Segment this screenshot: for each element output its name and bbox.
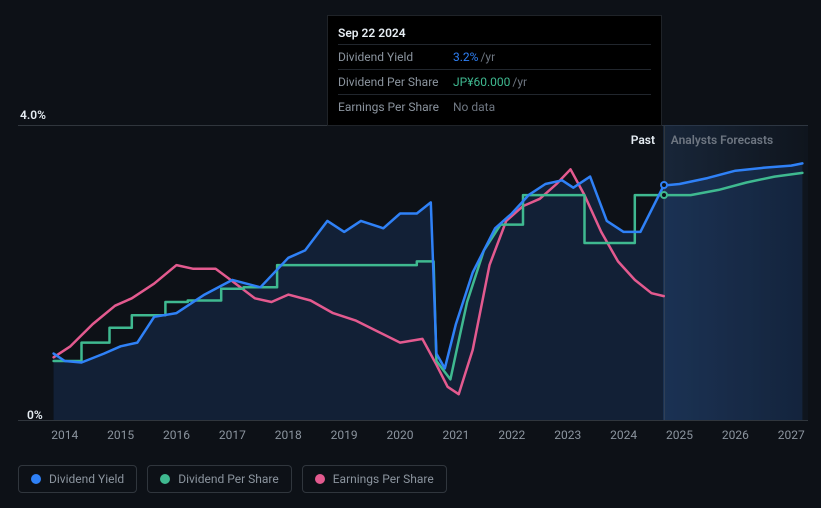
series-marker [660, 181, 668, 189]
x-tick-label: 2025 [666, 428, 693, 442]
tooltip-row-value: No data [453, 100, 495, 114]
x-tick-label: 2022 [498, 428, 525, 442]
legend-swatch-icon [315, 474, 325, 484]
tooltip-row-label: Earnings Per Share [338, 100, 453, 114]
x-tick-label: 2017 [219, 428, 246, 442]
plot-area[interactable]: Past Analysts Forecasts [48, 125, 808, 420]
legend-swatch-icon [160, 474, 170, 484]
tooltip-date: Sep 22 2024 [338, 22, 651, 45]
tooltip-row-label: Dividend Yield [338, 50, 453, 64]
tooltip-row: Dividend Per ShareJP¥60.000 /yr [338, 70, 651, 95]
x-tick-label: 2018 [275, 428, 302, 442]
legend-item-dividend-per-share[interactable]: Dividend Per Share [147, 465, 292, 493]
x-tick-label: 2014 [51, 428, 78, 442]
tooltip-row-unit: /yr [512, 75, 527, 89]
x-tick-label: 2020 [387, 428, 414, 442]
x-tick-label: 2021 [442, 428, 469, 442]
dividend-chart: 4.0% 0% Past Analysts Forecasts 20142015… [0, 0, 821, 508]
y-axis-max-label: 4.0% [20, 108, 46, 122]
tooltip-row-unit: /yr [480, 50, 495, 64]
x-tick-label: 2023 [554, 428, 581, 442]
legend-item-dividend-yield[interactable]: Dividend Yield [18, 465, 137, 493]
x-tick-label: 2027 [778, 428, 805, 442]
chart-tooltip: Sep 22 2024 Dividend Yield3.2% /yrDivide… [327, 15, 662, 126]
legend-label: Earnings Per Share [333, 472, 434, 486]
x-tick-label: 2024 [610, 428, 637, 442]
chart-legend: Dividend Yield Dividend Per Share Earnin… [18, 465, 447, 493]
tooltip-row: Earnings Per ShareNo data [338, 95, 651, 119]
tooltip-row-label: Dividend Per Share [338, 75, 453, 89]
gridline-bottom [18, 420, 808, 421]
legend-label: Dividend Yield [49, 472, 124, 486]
tooltip-row: Dividend Yield3.2% /yr [338, 45, 651, 70]
x-tick-label: 2016 [163, 428, 190, 442]
legend-label: Dividend Per Share [178, 472, 279, 486]
x-tick-label: 2019 [331, 428, 358, 442]
series-marker [660, 191, 668, 199]
tooltip-row-value: JP¥60.000 [453, 75, 510, 89]
tooltip-row-value: 3.2% [453, 50, 478, 64]
x-tick-label: 2015 [107, 428, 134, 442]
chart-lines-svg [48, 125, 808, 420]
legend-swatch-icon [31, 474, 41, 484]
x-tick-label: 2026 [722, 428, 749, 442]
legend-item-earnings-per-share[interactable]: Earnings Per Share [302, 465, 447, 493]
